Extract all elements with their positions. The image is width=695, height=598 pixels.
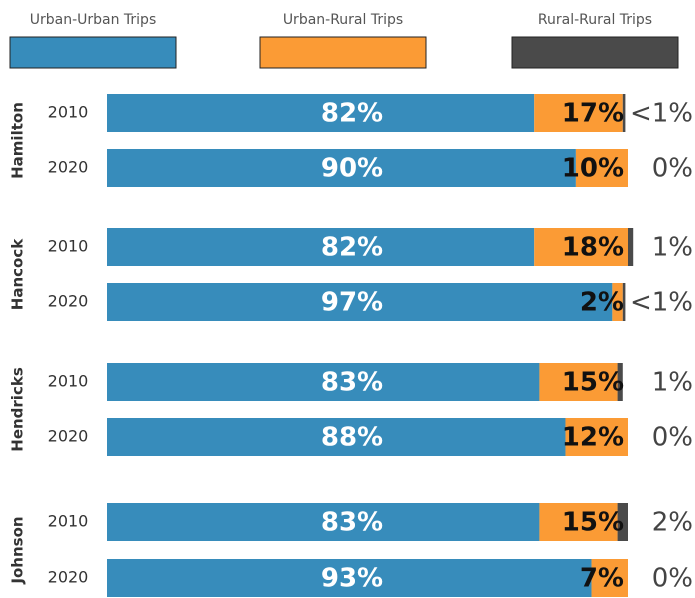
year-label: 2010 xyxy=(48,103,89,122)
bar-segment xyxy=(622,94,626,132)
value-label: 17% xyxy=(562,99,624,129)
legend-label: Urban-Rural Trips xyxy=(283,12,403,28)
bar-segment xyxy=(107,94,535,132)
value-label: 0% xyxy=(652,423,693,453)
value-label: 90% xyxy=(321,154,383,184)
value-label: 15% xyxy=(562,508,624,538)
value-label: 83% xyxy=(321,368,383,398)
bar-segment xyxy=(612,283,623,321)
group-label: Hamilton xyxy=(9,102,27,179)
value-label: 18% xyxy=(562,233,624,263)
year-label: 2020 xyxy=(48,158,89,177)
year-label: 2010 xyxy=(48,512,89,531)
bar-segment xyxy=(591,559,628,597)
bar-segment xyxy=(534,94,623,132)
value-label: 2% xyxy=(652,508,693,538)
legend-label: Urban-Urban Trips xyxy=(30,12,157,28)
value-label: <1% xyxy=(630,99,693,129)
bar-segment xyxy=(617,503,628,541)
value-label: 7% xyxy=(580,564,624,594)
bar-segment xyxy=(539,363,618,401)
bar-segment xyxy=(107,283,613,321)
legend-swatch xyxy=(511,36,679,69)
group-label: Hancock xyxy=(9,238,27,310)
value-label: 1% xyxy=(652,233,693,263)
year-label: 2020 xyxy=(48,292,89,311)
value-label: <1% xyxy=(630,288,693,318)
bar-segment xyxy=(539,503,618,541)
value-label: 0% xyxy=(652,154,693,184)
bar-segment xyxy=(107,363,540,401)
value-label: 15% xyxy=(562,368,624,398)
group-label: Johnson xyxy=(9,516,27,584)
bar-segment xyxy=(575,149,628,187)
legend-swatch xyxy=(259,36,427,69)
value-label: 1% xyxy=(652,368,693,398)
value-label: 93% xyxy=(321,564,383,594)
bar-segment xyxy=(622,283,626,321)
bar-segment xyxy=(565,418,628,456)
bar-segment xyxy=(107,559,592,597)
legend-swatch xyxy=(9,36,177,69)
value-label: 82% xyxy=(321,99,383,129)
bar-segment xyxy=(107,228,535,266)
bar-segment xyxy=(107,503,540,541)
bar-segment xyxy=(628,228,634,266)
legend-label: Rural-Rural Trips xyxy=(538,12,652,28)
value-label: 12% xyxy=(562,423,624,453)
value-label: 0% xyxy=(652,564,693,594)
value-label: 82% xyxy=(321,233,383,263)
value-label: 97% xyxy=(321,288,383,318)
year-label: 2010 xyxy=(48,237,89,256)
value-label: 2% xyxy=(580,288,624,318)
year-label: 2020 xyxy=(48,568,89,587)
bar-segment xyxy=(617,363,623,401)
bar-segment xyxy=(534,228,628,266)
bar-segment xyxy=(107,149,576,187)
value-label: 83% xyxy=(321,508,383,538)
value-label: 10% xyxy=(562,154,624,184)
value-label: 88% xyxy=(321,423,383,453)
bar-segment xyxy=(107,418,566,456)
year-label: 2020 xyxy=(48,427,89,446)
year-label: 2010 xyxy=(48,372,89,391)
group-label: Hendricks xyxy=(9,367,27,452)
